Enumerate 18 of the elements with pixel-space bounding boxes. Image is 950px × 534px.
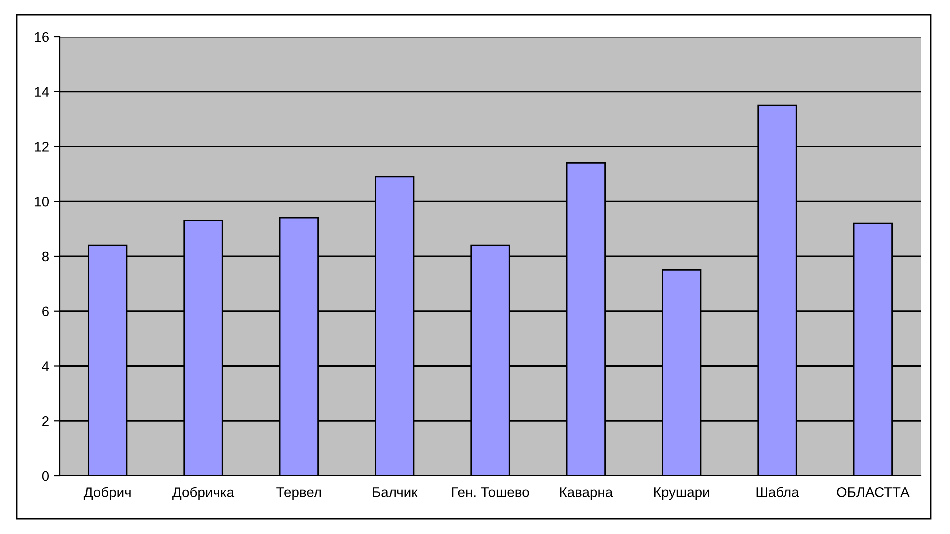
x-tick-label: Добрич: [84, 487, 131, 500]
y-tick-label: 14: [35, 87, 50, 97]
y-tick-label: 10: [35, 196, 50, 207]
y-tick-label: 0: [42, 471, 50, 482]
x-tick-label: Тервел: [276, 488, 322, 500]
y-tick-label: 8: [42, 252, 49, 262]
y-tick-label: 16: [35, 32, 49, 42]
x-tick-label: ОБЛАСТТА: [837, 487, 910, 498]
x-tick-label: Балчик: [373, 488, 418, 498]
x-tick-label: Добричка: [172, 487, 235, 500]
x-tick-label: Шабла: [756, 486, 800, 498]
y-tick-label: 12: [35, 142, 49, 152]
x-tick-label: Каварна: [560, 488, 614, 500]
y-tick-label: 6: [42, 306, 49, 317]
x-tick-label: Ген. Тошево: [452, 488, 530, 498]
y-tick-label: 4: [42, 362, 50, 372]
x-tick-label: Крушари: [654, 488, 710, 500]
y-tick-label: 2: [42, 416, 49, 426]
